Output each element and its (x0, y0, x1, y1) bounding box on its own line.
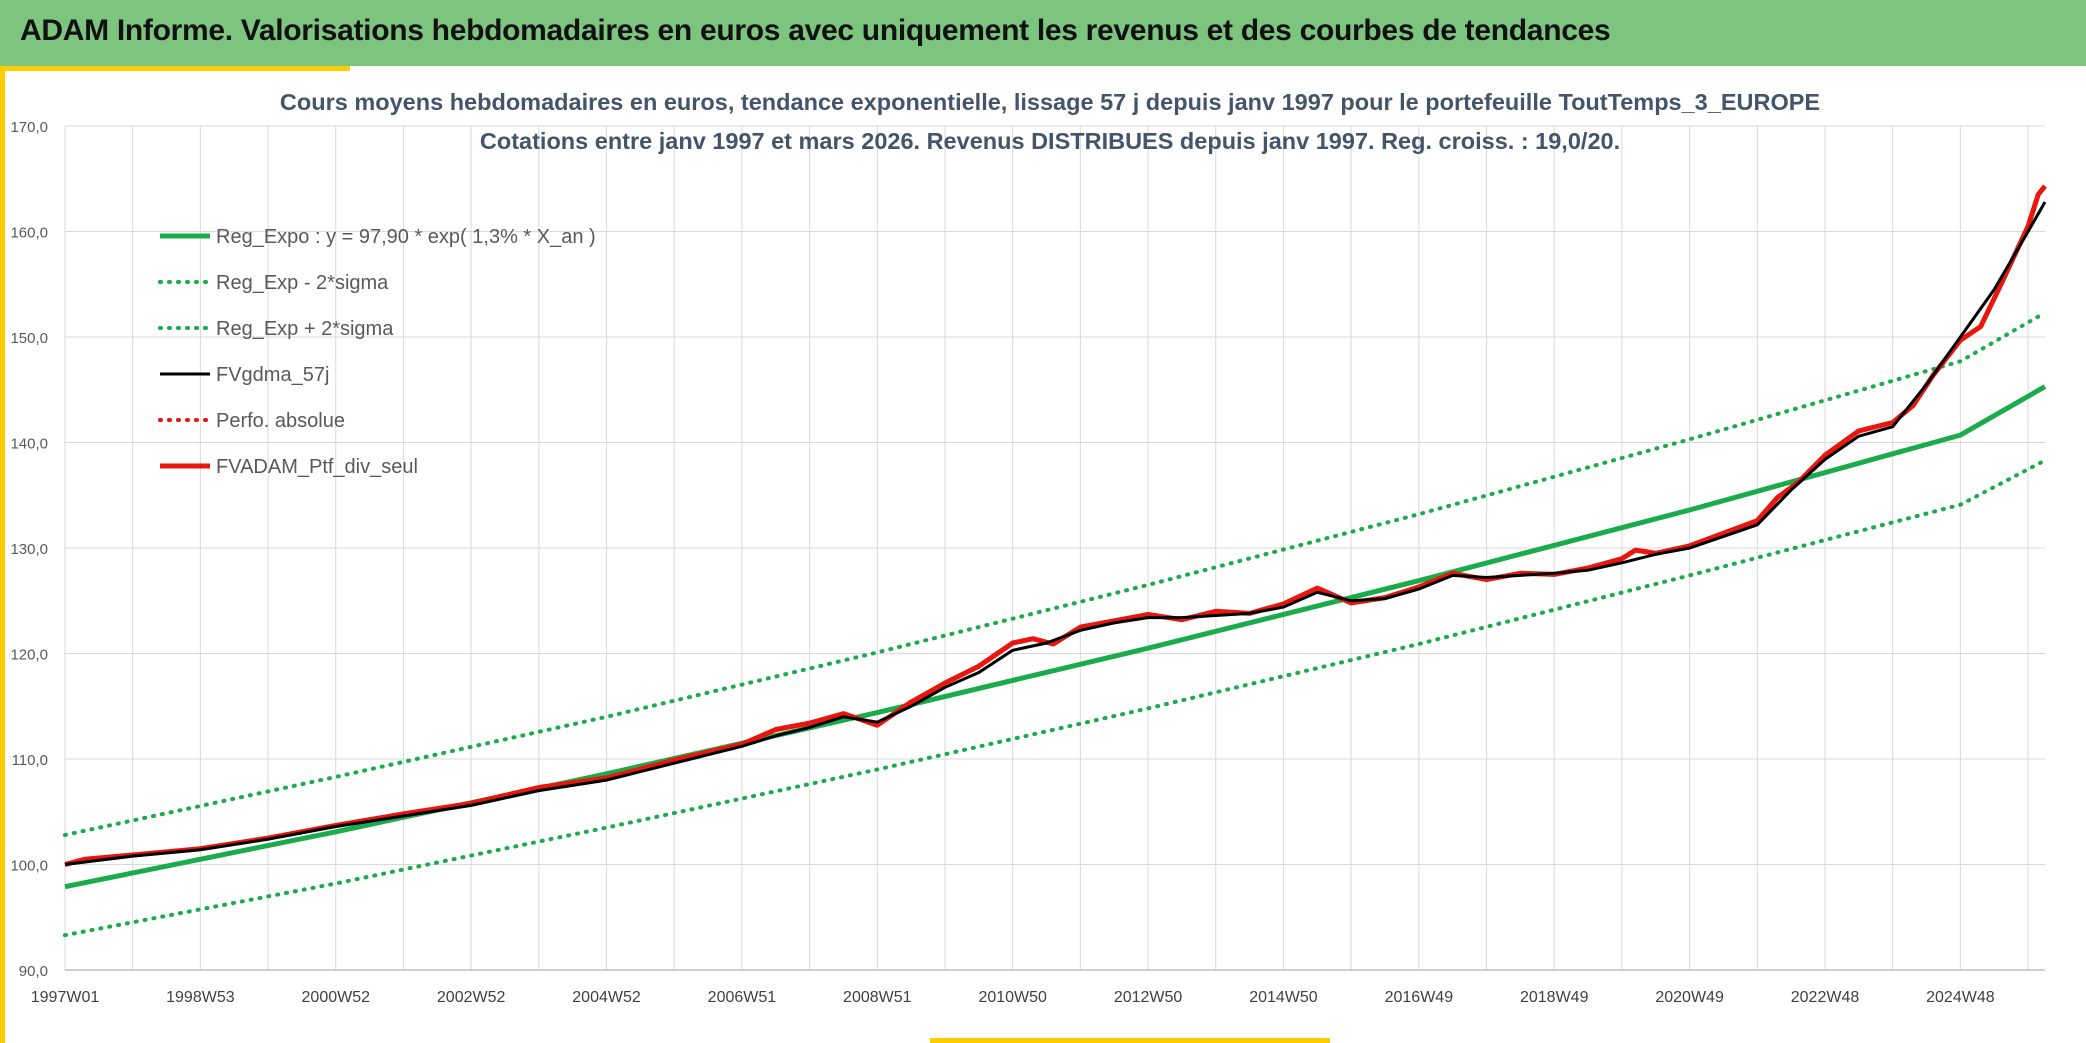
series-line-3 (64, 201, 2047, 866)
x-tick-label: 2010W50 (978, 989, 1047, 1006)
legend-label: Perfo. absolue (216, 410, 345, 432)
chart-grid (64, 125, 2045, 971)
y-tick-label: 170,0 (10, 119, 48, 136)
x-tick-label: 2022W48 (1791, 989, 1860, 1006)
x-tick-label: 2006W51 (708, 989, 777, 1006)
banner: ADAM Informe. Valorisations hebdomadaire… (0, 0, 2086, 66)
x-tick-label: 2002W52 (437, 989, 506, 1006)
y-tick-label: 160,0 (10, 225, 48, 242)
chart: 90,0 100,0 110,0 120,0 130,0 140,0 150,0 160,0 1… (10, 89, 2047, 1006)
series-line-5 (64, 184, 2047, 867)
y-tick-label: 90,0 (19, 963, 48, 980)
y-tick-label: 110,0 (12, 752, 48, 769)
legend-label: FVgdma_57j (216, 364, 329, 386)
legend-label: Reg_Expo : y = 97,90 * exp( 1,3% * X_an … (216, 226, 596, 248)
legend-label: Reg_Exp - 2*sigma (216, 272, 389, 294)
accent-bar-top (0, 66, 350, 71)
x-tick-label: 2018W49 (1520, 989, 1589, 1006)
legend-label: Reg_Exp + 2*sigma (216, 318, 394, 340)
x-tick-label: 1998W53 (166, 989, 235, 1006)
x-tick-label: 1997W01 (31, 989, 100, 1006)
chart-series (63, 184, 2047, 938)
x-tick-label: 2004W52 (572, 989, 641, 1006)
accent-bar-bottom (930, 1038, 1330, 1043)
x-tick-label: 2012W50 (1114, 989, 1183, 1006)
accent-bar-left (0, 66, 5, 1043)
y-tick-label: 120,0 (10, 647, 48, 664)
banner-title: ADAM Informe. Valorisations hebdomadaire… (20, 14, 1611, 47)
x-tick-label: 2020W49 (1655, 989, 1724, 1006)
y-axis: 90,0 100,0 110,0 120,0 130,0 140,0 150,0 160,0 1… (10, 119, 48, 980)
x-tick-label: 2016W49 (1385, 989, 1454, 1006)
y-tick-label: 150,0 (10, 330, 48, 347)
chart-legend: Reg_Expo : y = 97,90 * exp( 1,3% * X_an … (158, 226, 596, 478)
chart-title-line1: Cours moyens hebdomadaires en euros, ten… (280, 89, 1820, 115)
chart-title-line2: Cotations entre janv 1997 et mars 2026. … (480, 128, 1620, 154)
series-line-2 (63, 310, 2047, 837)
y-tick-label: 100,0 (10, 858, 48, 875)
x-tick-label: 2000W52 (302, 989, 371, 1006)
x-tick-label: 2014W50 (1249, 989, 1318, 1006)
x-tick-label: 2008W51 (843, 989, 912, 1006)
y-tick-label: 140,0 (10, 436, 48, 453)
y-tick-label: 130,0 (10, 541, 48, 558)
x-tick-label: 2024W48 (1926, 989, 1995, 1006)
x-axis: 1997W01 1998W53 2000W52 2002W52 2004W52 2006W… (31, 989, 1995, 1006)
legend-label: FVADAM_Ptf_div_seul (216, 456, 418, 478)
series-line-1 (63, 458, 2047, 938)
